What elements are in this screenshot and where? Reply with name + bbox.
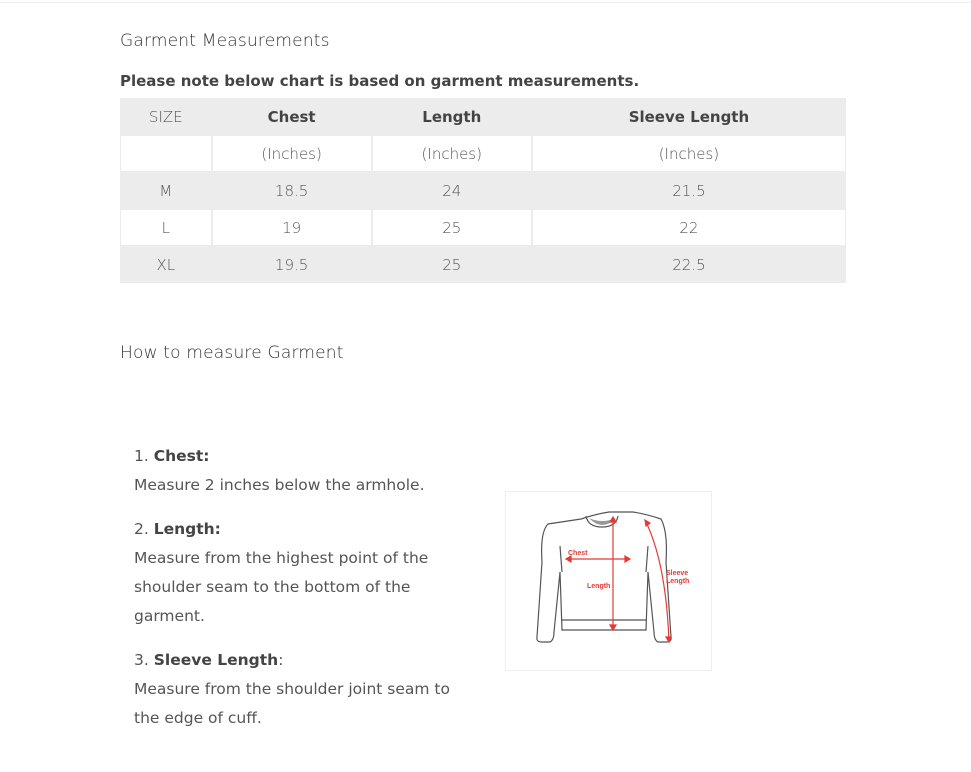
- step-length: 2. Length: Measure from the highest point…: [134, 515, 494, 631]
- step-suffix: :: [278, 651, 284, 669]
- table-row: L 19 25 22: [120, 209, 846, 246]
- table-units-row: (Inches) (Inches) (Inches): [120, 135, 846, 172]
- table-cell: L: [120, 209, 212, 246]
- sleeve-label-1: Sleeve: [666, 570, 688, 577]
- table-cell: 18.5: [211, 172, 372, 209]
- header-chest: Chest: [211, 98, 372, 135]
- step-sleeve-length: 3. Sleeve Length: Measure from the should…: [134, 646, 494, 733]
- unit-cell: (Inches): [211, 135, 372, 172]
- step-text: Measure from the shoulder joint seam to …: [134, 680, 450, 727]
- step-label: Chest:: [153, 447, 210, 465]
- step-text: Measure from the highest point of the sh…: [134, 549, 429, 625]
- page-title: Garment Measurements: [120, 31, 330, 51]
- step-label: Length:: [153, 520, 221, 538]
- chart-note: Please note below chart is based on garm…: [120, 72, 640, 90]
- chest-label: Chest: [568, 550, 588, 557]
- unit-cell: (Inches): [531, 135, 846, 172]
- table-row: M 18.5 24 21.5: [120, 172, 846, 209]
- step-text: Measure 2 inches below the armhole.: [134, 476, 425, 494]
- header-sleeve-length: Sleeve Length: [531, 98, 846, 135]
- unit-cell: (Inches): [371, 135, 532, 172]
- size-chart-table: SIZE Chest Length Sleeve Length (Inches)…: [120, 98, 846, 283]
- table-header-row: SIZE Chest Length Sleeve Length: [120, 98, 846, 135]
- how-to-measure-title: How to measure Garment: [120, 343, 344, 363]
- measure-steps: 1. Chest: Measure 2 inches below the armh…: [134, 442, 494, 748]
- top-divider: [0, 2, 971, 3]
- table-cell: 22: [531, 209, 846, 246]
- garment-diagram: Chest Length Sleeve Length: [505, 491, 712, 671]
- unit-cell: [120, 135, 212, 172]
- table-cell: 25: [371, 209, 532, 246]
- table-cell: 22.5: [531, 246, 846, 283]
- step-number: 1.: [134, 447, 154, 465]
- table-cell: 19: [211, 209, 372, 246]
- table-cell: XL: [120, 246, 212, 283]
- sweater-illustration: Chest Length Sleeve Length: [536, 511, 689, 644]
- table-cell: 25: [371, 246, 532, 283]
- step-number: 3.: [134, 651, 154, 669]
- table-cell: 21.5: [531, 172, 846, 209]
- length-label: Length: [587, 583, 610, 590]
- step-label: Sleeve Length: [153, 651, 279, 669]
- table-row: XL 19.5 25 22.5: [120, 246, 846, 283]
- step-chest: 1. Chest: Measure 2 inches below the armh…: [134, 442, 494, 500]
- table-cell: M: [120, 172, 212, 209]
- header-length: Length: [371, 98, 532, 135]
- table-cell: 19.5: [211, 246, 372, 283]
- table-cell: 24: [371, 172, 532, 209]
- step-number: 2.: [134, 520, 154, 538]
- sleeve-label-2: Length: [666, 578, 689, 585]
- header-size: SIZE: [120, 98, 212, 135]
